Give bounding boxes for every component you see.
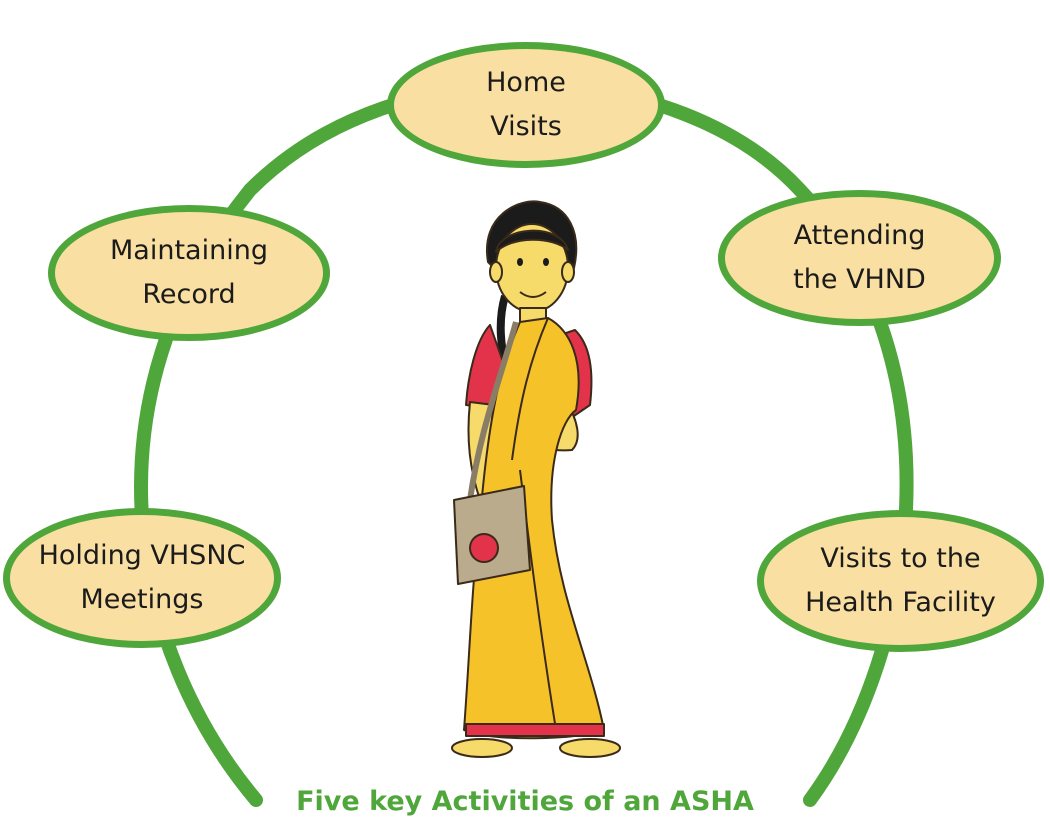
node-line: Maintaining	[110, 235, 268, 266]
node-line: Holding VHSNC	[38, 540, 246, 571]
node-line: Meetings	[80, 584, 204, 615]
node-health-facility: Visits to the Health Facility	[757, 510, 1044, 652]
node-line: the VHND	[793, 264, 926, 295]
node-line: Record	[142, 279, 236, 310]
node-line: Visits to the	[820, 543, 981, 574]
node-line: Home	[486, 67, 566, 98]
node-line: Visits	[490, 111, 562, 142]
node-line: Attending	[793, 220, 926, 251]
node-holding-vhsnc: Holding VHSNC Meetings	[3, 508, 281, 648]
node-line: Health Facility	[805, 587, 996, 618]
node-attending-vhnd: Attending the VHND	[718, 190, 1001, 326]
node-maintaining-record: Maintaining Record	[48, 205, 330, 341]
asha-worker-illustration	[451, 200, 621, 758]
diagram-caption: Five key Activities of an ASHA	[296, 786, 754, 817]
node-home-visits: Home Visits	[387, 42, 665, 168]
